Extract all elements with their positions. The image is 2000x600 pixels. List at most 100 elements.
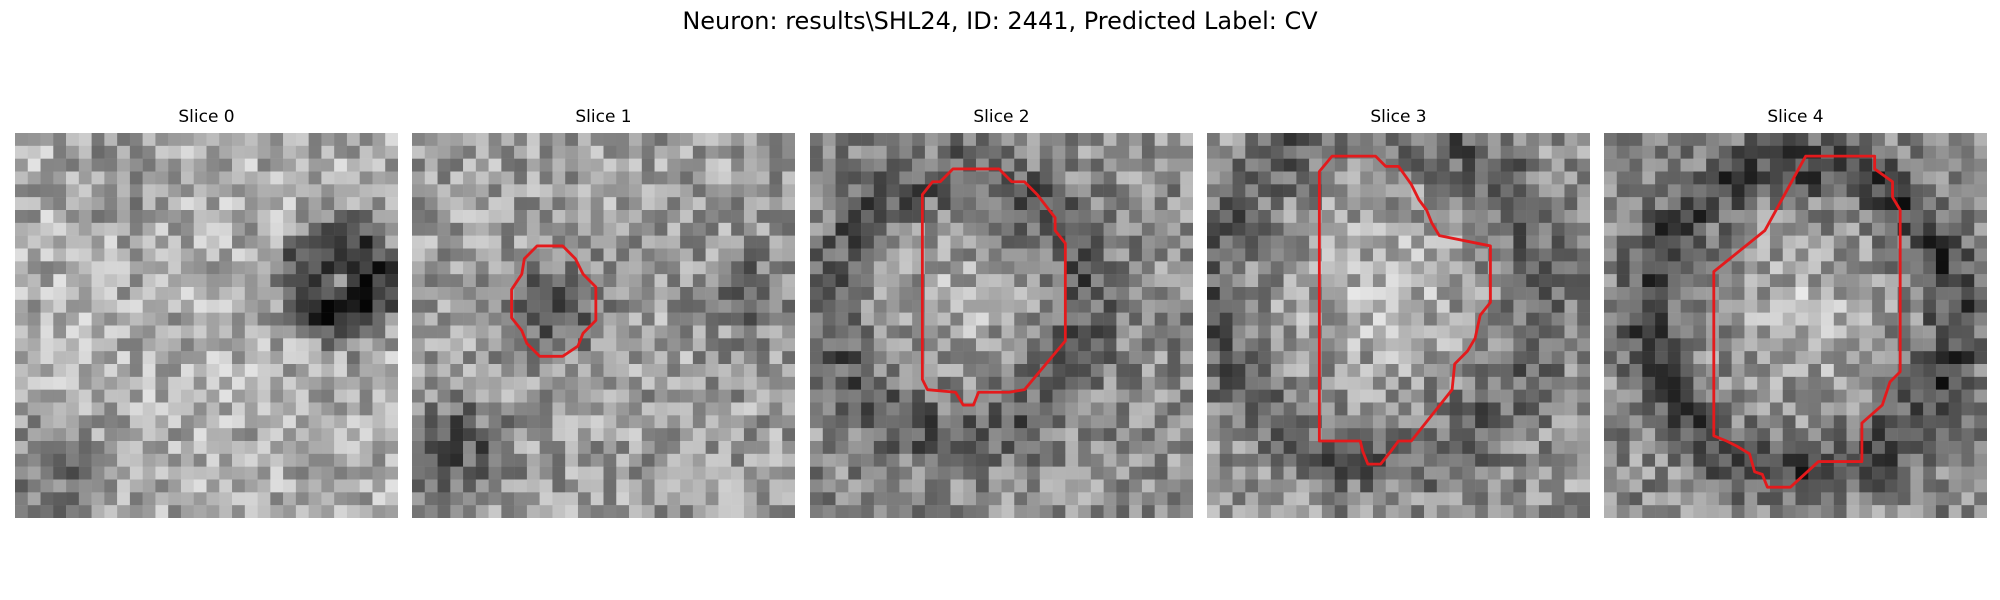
pixel [873,441,887,455]
pixel [1258,235,1272,249]
pixel [1872,351,1886,365]
pixel [769,466,783,480]
pixel [1744,133,1758,147]
pixel [66,351,80,365]
pixel [565,184,579,198]
pixel [1078,210,1092,224]
pixel [168,415,182,429]
pixel [91,261,105,275]
pixel [1321,376,1335,390]
pixel [372,466,386,480]
pixel [1577,261,1590,275]
pixel [1141,312,1155,326]
pixel [1795,351,1809,365]
pixel [822,428,836,442]
pixel [822,351,836,365]
pixel [232,248,246,262]
pixel [1129,325,1143,339]
pixel [1680,389,1694,403]
pixel [654,351,668,365]
pixel [206,441,220,455]
pixel [1769,235,1783,249]
pixel [321,389,335,403]
pixel [822,133,836,147]
pixel [769,492,783,506]
pixel [1551,492,1565,506]
pixel [1935,197,1949,211]
pixel [1910,453,1924,467]
pixel [1513,338,1527,352]
pixel [1974,133,1987,147]
pixel [782,428,795,442]
pixel [539,299,553,313]
pixel [1782,235,1796,249]
pixel [1974,248,1987,262]
pixel [424,261,438,275]
pixel [756,492,770,506]
pixel [1821,325,1835,339]
pixel [66,466,80,480]
pixel [1398,261,1412,275]
pixel [1680,184,1694,198]
pixel [1757,312,1771,326]
pixel [15,261,29,275]
pixel [1014,299,1028,313]
pixel [283,505,297,518]
pixel [283,376,297,390]
pixel [53,428,67,442]
pixel [1948,325,1962,339]
pixel [15,287,29,301]
pixel [514,312,528,326]
pixel [616,505,630,518]
pixel [437,145,451,159]
pixel [193,402,207,416]
pixel [1436,235,1450,249]
pixel [1604,145,1618,159]
pixel [475,492,489,506]
pixel [731,235,745,249]
pixel [539,402,553,416]
pixel [822,364,836,378]
pixel [1436,389,1450,403]
pixel [104,338,118,352]
pixel [1974,184,1987,198]
pixel [988,505,1002,518]
slice-panel-4: Slice 4 [1604,107,1987,518]
pixel [1706,197,1720,211]
pixel [104,197,118,211]
pixel [1923,299,1937,313]
pixel [1487,441,1501,455]
pixel [193,210,207,224]
pixel [988,338,1002,352]
pixel [1680,222,1694,236]
pixel [117,466,131,480]
pixel [206,210,220,224]
pixel [861,145,875,159]
pixel [1693,197,1707,211]
pixel [1141,222,1155,236]
pixel [244,197,258,211]
pixel [129,299,143,313]
pixel [654,222,668,236]
pixel [1232,441,1246,455]
pixel [1551,415,1565,429]
pixel [835,505,849,518]
pixel [463,389,477,403]
pixel [552,428,566,442]
pixel [295,492,309,506]
pixel [1693,274,1707,288]
pixel [40,351,54,365]
pixel [1564,274,1578,288]
pixel [155,428,169,442]
pixel [424,145,438,159]
pixel [244,145,258,159]
pixel [886,261,900,275]
pixel [1974,441,1987,455]
pixel [1629,376,1643,390]
pixel [321,133,335,147]
pixel [385,235,398,249]
pixel [168,325,182,339]
pixel [78,158,92,172]
pixel [193,415,207,429]
pixel [501,441,515,455]
